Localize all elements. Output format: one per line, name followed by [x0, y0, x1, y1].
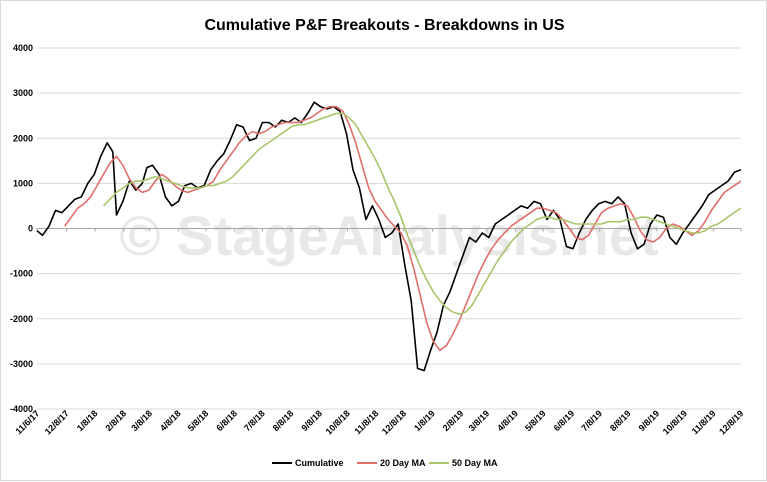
series-line-2 [102, 112, 742, 315]
y-tick-label: 4000 [13, 43, 33, 53]
x-tick-label: 3/8/18 [129, 408, 154, 433]
x-tick-label: 12/8/19 [717, 408, 745, 436]
series-line-1 [64, 105, 742, 352]
x-tick-label: 6/8/18 [214, 408, 239, 433]
x-tick-label: 10/8/19 [661, 408, 689, 436]
x-tick-label: 8/8/18 [271, 408, 296, 433]
y-tick-label: 2000 [13, 133, 33, 143]
x-tick-label: 8/8/19 [608, 408, 633, 433]
y-tick-label: 1000 [13, 178, 33, 188]
x-tick-label: 9/8/19 [637, 408, 662, 433]
legend-label: Cumulative [295, 458, 344, 468]
legend-label: 20 Day MA [380, 458, 426, 468]
x-tick-label: 11/8/19 [690, 408, 718, 436]
x-tick-label: 7/8/19 [579, 408, 604, 433]
chart-title: Cumulative P&F Breakouts - Breakdowns in… [204, 17, 564, 34]
x-tick-label: 2/8/19 [441, 408, 466, 433]
y-tick-label: -3000 [10, 359, 33, 369]
x-tick-label: 10/8/18 [324, 408, 352, 436]
x-tick-label: 4/8/18 [158, 408, 183, 433]
series-line-0 [36, 101, 742, 372]
y-tick-label: 3000 [13, 88, 33, 98]
x-tick-label: 3/8/19 [467, 408, 492, 433]
y-tick-label: 0 [28, 224, 33, 234]
y-tick-label: -4000 [10, 404, 33, 414]
x-tick-label: 5/8/19 [523, 408, 548, 433]
x-tick-label: 11/8/18 [353, 408, 381, 436]
x-tick-label: 4/8/19 [495, 408, 520, 433]
y-tick-label: -1000 [10, 269, 33, 279]
series-lines [36, 101, 742, 372]
x-tick-label: 1/8/19 [412, 408, 437, 433]
x-tick-label: 12/8/17 [43, 408, 71, 436]
x-tick-label: 2/8/18 [103, 408, 128, 433]
legend: Cumulative 20 Day MA 50 Day MA [272, 458, 498, 468]
y-tick-label: -2000 [10, 314, 33, 324]
legend-label: 50 Day MA [452, 458, 498, 468]
y-axis-ticks: -4000 -3000 -2000 -1000 0 1000 2000 3000 4000 [10, 43, 33, 414]
x-tick-label: 5/8/18 [186, 408, 211, 433]
x-tick-label: 6/8/19 [552, 408, 577, 433]
x-tick-label: 1/8/18 [75, 408, 100, 433]
x-tick-label: 12/8/18 [380, 408, 408, 436]
x-tick-label: 9/8/18 [299, 408, 324, 433]
x-tick-label: 7/8/18 [242, 408, 267, 433]
